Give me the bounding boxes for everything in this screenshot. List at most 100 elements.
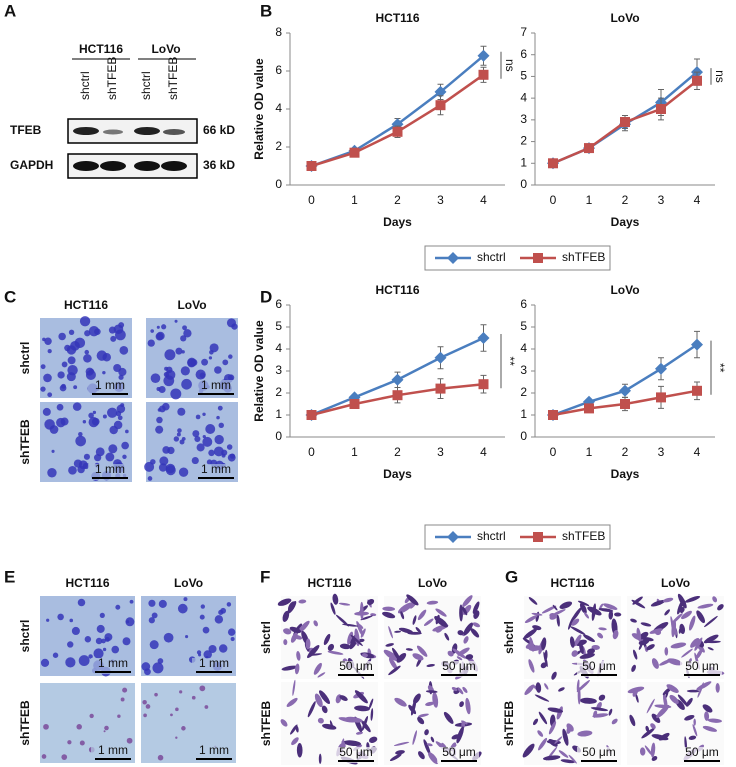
cell (434, 616, 448, 628)
cell (569, 636, 575, 648)
cell (696, 610, 706, 624)
cell (426, 743, 433, 747)
cell (528, 597, 538, 605)
cell (548, 721, 557, 735)
cell (457, 687, 464, 695)
point (434, 351, 447, 364)
cell (355, 731, 363, 735)
cell (298, 599, 307, 604)
colony (208, 644, 217, 654)
colony (122, 637, 131, 646)
cell (465, 654, 474, 660)
point (477, 332, 490, 344)
colony (218, 644, 228, 653)
cell (321, 705, 328, 714)
cell (540, 662, 547, 669)
cell (357, 623, 364, 629)
cell (593, 710, 598, 718)
cell (465, 697, 471, 715)
cell (579, 653, 595, 659)
colony (79, 740, 85, 746)
scale-bar-bg (680, 661, 722, 677)
colony (162, 446, 170, 454)
colony (165, 465, 176, 476)
cell (614, 612, 622, 617)
colony (214, 366, 222, 374)
colony (205, 424, 216, 434)
colony (166, 366, 173, 374)
cell (323, 633, 331, 646)
colony (164, 349, 176, 361)
colony (47, 392, 53, 398)
x-tick-label: 1 (586, 193, 593, 207)
cell (558, 687, 565, 692)
colony (61, 754, 68, 760)
cell (577, 600, 590, 607)
cell (307, 645, 320, 659)
cell (531, 612, 543, 616)
colony (170, 388, 182, 400)
band (103, 129, 123, 135)
point (620, 117, 630, 128)
row-label: shTFEB (502, 701, 516, 747)
colony (203, 650, 212, 659)
x-tick-label: 0 (308, 445, 315, 459)
cell (472, 601, 480, 614)
cell (681, 610, 692, 620)
cell (639, 631, 649, 640)
cell (394, 630, 401, 633)
colony (148, 617, 155, 624)
cell (459, 701, 464, 707)
colony (175, 736, 178, 739)
scale-bar-label: 1 mm (98, 743, 128, 757)
colony (155, 332, 164, 341)
column-label: HCT116 (65, 576, 109, 590)
cell (317, 717, 324, 724)
cell (430, 736, 435, 743)
scale-bar-bg (577, 747, 619, 763)
cell (339, 695, 348, 702)
colony (147, 339, 155, 347)
cell (472, 622, 481, 628)
lane-label: shTFEB (105, 57, 119, 100)
point (656, 392, 666, 403)
cell (664, 647, 669, 656)
cell (424, 729, 429, 736)
colony (194, 435, 201, 443)
colony (126, 737, 133, 744)
colony (174, 319, 178, 323)
cell (290, 724, 298, 735)
colony (192, 430, 200, 438)
cell (666, 684, 679, 693)
cell (397, 602, 414, 614)
colony (175, 707, 179, 712)
y-tick-label: 4 (275, 341, 282, 355)
cell (388, 657, 398, 670)
colony (147, 476, 153, 481)
colony (88, 326, 100, 337)
colony (110, 335, 117, 342)
scale-bar-bg (194, 380, 236, 396)
cell (462, 686, 468, 693)
colony (179, 690, 183, 694)
colony (44, 337, 52, 345)
panel-label: E (4, 567, 15, 586)
cell (599, 603, 604, 610)
scale-bar-label: 50 μm (685, 745, 719, 759)
series-line (311, 54, 485, 168)
cell (412, 615, 417, 625)
point (656, 104, 666, 114)
cell (692, 724, 698, 737)
cell (650, 723, 656, 729)
cell (388, 625, 393, 639)
cell (524, 615, 538, 624)
colony (158, 405, 166, 413)
colony (58, 332, 66, 341)
cell (426, 664, 435, 667)
colony (43, 373, 52, 383)
cell-line: LoVo (151, 42, 180, 56)
point (435, 383, 446, 394)
cell (556, 706, 563, 720)
panel-label: C (4, 287, 16, 306)
colony (88, 412, 94, 419)
